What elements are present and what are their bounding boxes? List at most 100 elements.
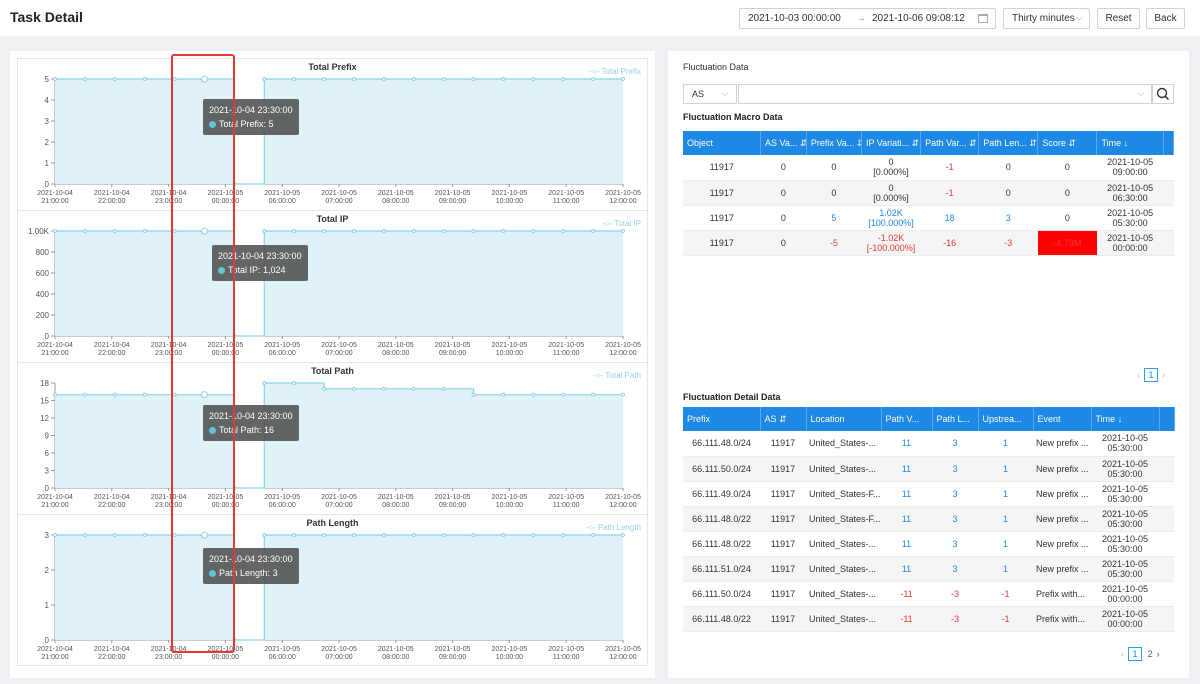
col-header[interactable]: Prefix Va... ⇵: [806, 131, 862, 155]
prev-page-icon[interactable]: ‹: [1137, 370, 1140, 380]
cell-ip: 0 [0.000%]: [861, 155, 921, 181]
table-row[interactable]: 66.111.48.0/24 11917 United_States-... 11 3 1…: [683, 431, 1174, 457]
x-tick-label: 10:00:00: [496, 654, 523, 661]
col-header[interactable]: Time ↓: [1091, 407, 1160, 431]
cell-object: 11917: [683, 180, 761, 206]
table-row[interactable]: 66.111.49.0/24 11917 United_States-F... 11 3…: [683, 481, 1174, 507]
col-header[interactable]: Prefix: [683, 407, 761, 431]
table-row[interactable]: 66.111.48.0/22 11917 United_States-F... 11 3…: [683, 506, 1174, 532]
prev-page-icon[interactable]: ‹: [1121, 649, 1124, 659]
chart-total-path[interactable]: 0 3 6 9 12 15 18 2021-10-04 21:00:00 2021-10-04 22…: [18, 363, 647, 515]
cell-path: 18: [920, 205, 979, 231]
chart-tooltip: 2021-10-04 23:30:00 Total Path: 16: [203, 405, 299, 441]
date-range-picker[interactable]: 2021-10-03 00:00:00 → 2021-10-06 09:08:1…: [739, 8, 996, 29]
sort-icon[interactable]: ⇵: [968, 137, 977, 148]
sort-desc-icon[interactable]: ↓: [1123, 138, 1129, 148]
sort-icon[interactable]: ⇵: [1029, 137, 1037, 148]
filter-type-select[interactable]: AS ⌵: [683, 84, 737, 104]
table-row[interactable]: 11917 0 -5 -1.02K [-100.000%] -16 -3 -4.7…: [683, 230, 1174, 256]
chart-legend[interactable]: -○- Total IP: [602, 219, 641, 228]
reset-button[interactable]: Reset: [1097, 8, 1140, 29]
table-row[interactable]: 66.111.50.0/24 11917 United_States-... 11 3 1…: [683, 456, 1174, 482]
table-row[interactable]: 11917 0 0 0 [0.000%] -1 0 0 2021-10-05 09:…: [683, 155, 1174, 181]
col-header[interactable]: AS Va... ⇵: [760, 131, 807, 155]
interval-value: Thirty minutes: [1012, 13, 1075, 24]
detail-section-title: Fluctuation Detail Data: [683, 392, 781, 402]
col-header[interactable]: Upstrea...: [978, 407, 1034, 431]
scroll-spacer: [1159, 606, 1174, 632]
col-header[interactable]: Event: [1033, 407, 1092, 431]
table-row[interactable]: 11917 0 5 1.02K [100.000%] 18 3 0 2021-10…: [683, 205, 1174, 231]
legend-label: Total Path: [605, 371, 641, 380]
chart-total-ip[interactable]: 0 200 400 600 800 1.00K 2021-10-04 21:00:00 2021…: [18, 211, 647, 363]
cell-path-length: 3: [932, 456, 978, 482]
range-end[interactable]: 2021-10-06 09:08:12: [872, 13, 965, 24]
table-row[interactable]: 66.111.50.0/24 11917 United_States-... -11-…: [683, 581, 1174, 607]
search-input[interactable]: ⌵: [738, 84, 1152, 104]
col-header[interactable]: Object: [683, 131, 761, 155]
col-header[interactable]: Score ⇵: [1037, 131, 1098, 155]
data-point: [351, 229, 356, 233]
page-button-current[interactable]: 1: [1128, 647, 1142, 661]
sort-icon[interactable]: ⇵: [911, 137, 920, 148]
data-point: [142, 77, 147, 81]
table-row[interactable]: 66.111.48.0/22 11917 United_States-... -11-…: [683, 606, 1174, 632]
y-tick-label: 0: [45, 636, 50, 645]
table-row[interactable]: 66.111.51.0/24 11917 United_States-... 11 3 1…: [683, 556, 1174, 582]
data-point: [561, 392, 566, 397]
data-point: [142, 533, 147, 537]
col-header[interactable]: Path Len... ⇵: [978, 131, 1039, 155]
sort-icon[interactable]: ⇵: [1068, 137, 1076, 148]
table-row[interactable]: 11917 0 0 0 [0.000%] -1 0 0 2021-10-05 06:…: [683, 180, 1174, 206]
tooltip-time: 2021-10-04 23:30:00: [209, 411, 293, 421]
x-tick-label: 22:00:00: [98, 654, 125, 661]
col-header[interactable]: Path Var... ⇵: [920, 131, 980, 155]
col-header[interactable]: AS ⇵: [760, 407, 807, 431]
y-tick-label: 6: [45, 449, 50, 458]
x-tick-label: 2021-10-05: [207, 342, 243, 349]
chart-total-prefix[interactable]: 0 1 2 3 4 5 2021-10-04 21:00:00 2021-10-04 22:00:…: [18, 59, 647, 211]
x-tick-label: 2021-10-05: [548, 190, 584, 197]
range-start[interactable]: 2021-10-03 00:00:00: [748, 13, 841, 24]
search-button[interactable]: [1152, 84, 1174, 104]
col-header[interactable]: Time ↓: [1096, 131, 1164, 155]
next-page-icon[interactable]: ›: [1156, 649, 1160, 659]
data-point: [262, 77, 267, 81]
chart-legend[interactable]: -○- Total Prefix: [589, 67, 641, 76]
col-header[interactable]: Path V...: [881, 407, 933, 431]
interval-select[interactable]: Thirty minutes ⌵: [1003, 8, 1090, 29]
cell-time: 2021-10-05 05:30:00: [1091, 431, 1159, 457]
chart-path-length[interactable]: 0 1 2 3 2021-10-04 21:00:00 2021-10-04 22:00:00…: [18, 515, 647, 667]
x-tick-label: 22:00:00: [98, 350, 125, 357]
cell-as: 0: [760, 230, 807, 256]
y-tick-label: 0: [45, 180, 50, 189]
col-header[interactable]: IP Variati... ⇵: [861, 131, 922, 155]
table-row[interactable]: 66.111.48.0/22 11917 United_States-... 11 3 1…: [683, 531, 1174, 557]
tooltip-series: Total Path: [219, 425, 260, 435]
x-tick-label: 00:00:00: [212, 654, 239, 661]
sort-desc-icon[interactable]: ↓: [1117, 414, 1123, 424]
x-tick-label: 2021-10-05: [264, 646, 300, 653]
x-tick-label: 09:00:00: [439, 198, 466, 205]
cell-path: -1: [920, 180, 979, 206]
data-point: [411, 386, 416, 391]
back-button[interactable]: Back: [1146, 8, 1185, 29]
page-button[interactable]: 1: [1144, 368, 1158, 382]
x-tick-label: 00:00:00: [212, 350, 239, 357]
chart-tooltip: 2021-10-04 23:30:00 Path Length: 3: [203, 548, 299, 584]
data-point: [531, 229, 536, 233]
x-tick-label: 06:00:00: [269, 198, 296, 205]
col-header[interactable]: Path L...: [932, 407, 979, 431]
page-button[interactable]: 2: [1147, 649, 1153, 659]
chart-legend[interactable]: -○- Total Path: [593, 371, 641, 380]
next-page-icon[interactable]: ›: [1162, 370, 1165, 380]
sort-icon[interactable]: ⇵: [800, 138, 806, 148]
data-point: [441, 229, 446, 233]
cell-event: New prefix ...: [1033, 506, 1091, 532]
chart-legend[interactable]: -○- Path Length: [585, 523, 641, 532]
sort-icon[interactable]: ⇵: [779, 413, 787, 424]
sort-icon[interactable]: ⇵: [857, 138, 861, 148]
data-point: [381, 77, 386, 81]
col-header[interactable]: Location: [806, 407, 882, 431]
fluctuation-panel: Fluctuation Data AS ⌵ ⌵ Fluctuation Macr…: [668, 51, 1189, 678]
